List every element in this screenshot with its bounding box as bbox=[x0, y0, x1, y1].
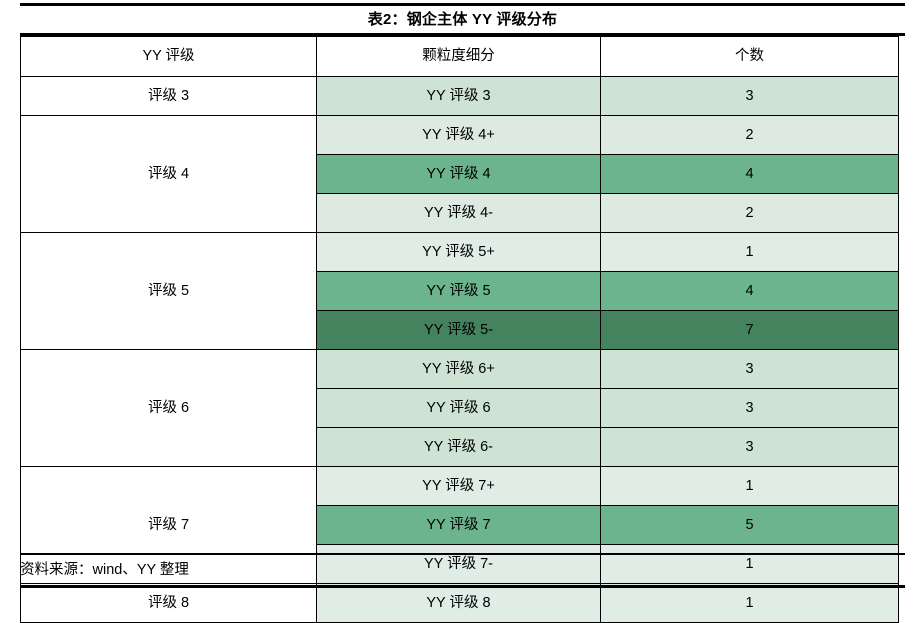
count-cell: 4 bbox=[600, 271, 899, 311]
count-cell: 1 bbox=[600, 583, 899, 623]
column-header-granularity: 颗粒度细分 bbox=[316, 36, 601, 77]
table-row: YY 评级 5- 7 bbox=[21, 310, 899, 350]
count-cell: 2 bbox=[600, 115, 899, 155]
granularity-cell: YY 评级 5 bbox=[316, 271, 601, 311]
granularity-cell: YY 评级 4+ bbox=[316, 115, 601, 155]
count-cell: 7 bbox=[600, 310, 899, 350]
granularity-cell: YY 评级 3 bbox=[316, 76, 601, 116]
column-header-rating: YY 评级 bbox=[20, 36, 317, 77]
rating-distribution-table: YY 评级 颗粒度细分 个数 评级 3 YY 评级 3 3 评级 4 YY 评级 4+ 2… bbox=[20, 36, 899, 623]
column-header-count: 个数 bbox=[600, 36, 899, 77]
granularity-cell: YY 评级 6 bbox=[316, 388, 601, 428]
count-cell: 3 bbox=[600, 388, 899, 428]
granularity-cell: YY 评级 8 bbox=[316, 583, 601, 623]
granularity-cell: YY 评级 4 bbox=[316, 154, 601, 194]
table-row: 评级 7 YY 评级 7+ 1 bbox=[20, 466, 899, 584]
top-rule bbox=[20, 3, 905, 6]
granularity-cell: YY 评级 5+ bbox=[316, 232, 601, 272]
granularity-cell: YY 评级 5- bbox=[316, 310, 601, 350]
count-cell: 1 bbox=[600, 544, 899, 584]
count-cell: 1 bbox=[600, 466, 899, 506]
rating-bucket-cell: 评级 8 bbox=[20, 583, 317, 623]
table-row: YY 评级 6- 3 bbox=[21, 427, 899, 467]
count-cell: 3 bbox=[600, 76, 899, 116]
source-top-rule bbox=[20, 553, 905, 555]
count-cell: 2 bbox=[600, 193, 899, 233]
count-cell: 1 bbox=[600, 232, 899, 272]
rating-bucket-cell: 评级 6 bbox=[20, 349, 317, 467]
granularity-cell: YY 评级 6+ bbox=[316, 349, 601, 389]
rating-bucket-cell: 评级 4 bbox=[20, 115, 317, 233]
table-row: YY 评级 7- 1 bbox=[21, 544, 899, 584]
rating-bucket-cell: 评级 3 bbox=[20, 76, 317, 116]
table-row: 评级 5 YY 评级 5+ 1 bbox=[20, 232, 899, 350]
count-cell: 3 bbox=[600, 349, 899, 389]
table-row: 评级 6 YY 评级 6+ 3 bbox=[20, 349, 899, 467]
granularity-cell: YY 评级 7- bbox=[316, 544, 601, 584]
granularity-cell: YY 评级 4- bbox=[316, 193, 601, 233]
count-cell: 4 bbox=[600, 154, 899, 194]
table-body: 评级 3 YY 评级 3 3 评级 4 YY 评级 4+ 2 YY 评级 4 4 YY 评级 4… bbox=[20, 76, 899, 623]
granularity-cell: YY 评级 6- bbox=[316, 427, 601, 467]
source-note: 资料来源：wind、YY 整理 bbox=[20, 562, 189, 578]
granularity-cell: YY 评级 7 bbox=[316, 505, 601, 545]
caption-bottom-rule bbox=[20, 33, 905, 36]
bottom-rule bbox=[20, 585, 905, 588]
table-caption: 表2：钢企主体 YY 评级分布 bbox=[367, 11, 558, 28]
header-row: YY 评级 颗粒度细分 个数 bbox=[20, 36, 899, 77]
granularity-cell: YY 评级 7+ bbox=[316, 466, 601, 506]
table-figure: 表2：钢企主体 YY 评级分布 YY 评级 颗粒度细分 个数 评级 3 YY 评级… bbox=[20, 3, 905, 623]
count-cell: 3 bbox=[600, 427, 899, 467]
table-header: YY 评级 颗粒度细分 个数 bbox=[20, 36, 899, 77]
rating-bucket-cell: 评级 5 bbox=[20, 232, 317, 350]
table-row: 评级 4 YY 评级 4+ 2 bbox=[20, 115, 899, 233]
rating-bucket-cell: 评级 7 bbox=[20, 466, 317, 584]
table-row: YY 评级 4- 2 bbox=[21, 193, 899, 233]
count-cell: 5 bbox=[600, 505, 899, 545]
